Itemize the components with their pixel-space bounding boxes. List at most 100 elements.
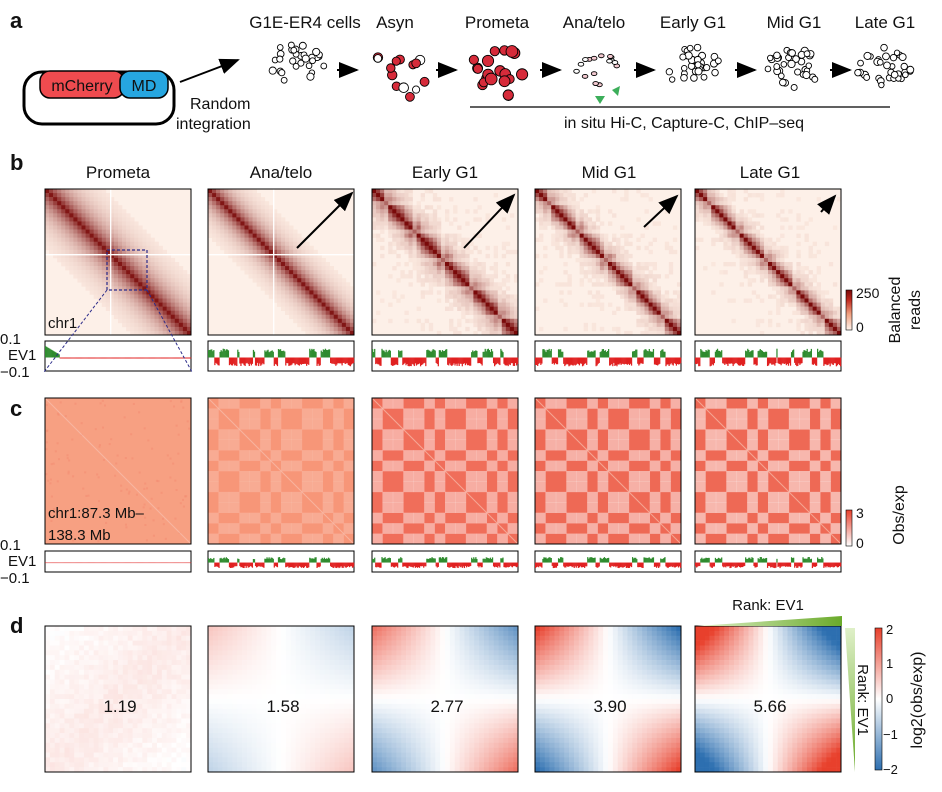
saddle-plot-early-g1 xyxy=(371,625,519,773)
panel-label-b: b xyxy=(10,150,23,175)
assay-text: in situ Hi-C, Capture-C, ChIP–seq xyxy=(564,115,804,132)
cell xyxy=(878,81,885,89)
cluster-mid-g1 xyxy=(764,46,819,91)
cell xyxy=(764,65,772,73)
cell xyxy=(484,72,498,86)
cell xyxy=(780,61,788,68)
cluster-anatelo xyxy=(573,53,620,88)
saddle-strength-mid-g1: 3.90 xyxy=(593,697,626,716)
cell xyxy=(468,54,479,65)
obsexp-map-early-g1 xyxy=(371,397,519,545)
cluster-late-g1 xyxy=(854,43,915,89)
cell xyxy=(714,57,722,65)
cell xyxy=(863,73,871,81)
panel-b-heatmaps xyxy=(44,188,842,372)
colorbar-d xyxy=(874,627,883,771)
trend-arrow-late-g1 xyxy=(817,194,837,215)
cell xyxy=(690,74,698,82)
ev1-track-c-prometa xyxy=(44,550,192,573)
cell xyxy=(890,70,899,79)
panel-label-c: c xyxy=(10,396,22,421)
colorbar-d-label: log2(obs/exp) xyxy=(909,652,926,749)
saddle-plot-mid-g1 xyxy=(534,625,682,773)
panel-c-region-label-1: chr1:87.3 Mb– xyxy=(48,505,145,522)
col-title-anatelo: Ana/telo xyxy=(250,163,312,182)
cell xyxy=(573,68,580,74)
saddle-strength-late-g1: 5.66 xyxy=(753,697,786,716)
cell xyxy=(790,83,798,91)
cell xyxy=(312,47,321,56)
cell xyxy=(411,58,421,69)
stage-label-g1e: G1E-ER4 cells xyxy=(249,13,360,32)
panel-c-region-label-2: 138.3 Mb xyxy=(48,527,111,544)
cell xyxy=(505,45,519,58)
obsexp-map-prometa xyxy=(44,397,192,545)
cell xyxy=(268,66,277,75)
colorbar-b-label-2: reads xyxy=(907,290,924,330)
rank-side-wedge xyxy=(845,628,855,772)
colorbar-b-min: 0 xyxy=(856,319,864,335)
panel-b-ev-bottom: −0.1 xyxy=(0,364,30,381)
cell xyxy=(391,56,401,66)
cell xyxy=(703,64,711,72)
trend-arrow-early-g1 xyxy=(463,193,516,249)
colorbar-b xyxy=(845,289,853,331)
cell xyxy=(320,62,328,70)
cell xyxy=(278,69,286,77)
colorbar-d-tick-m1: −1 xyxy=(883,727,898,742)
cell xyxy=(889,53,898,62)
cluster-g1e xyxy=(268,41,328,84)
cell xyxy=(489,46,500,57)
colorbar-c-label: Obs/exp xyxy=(891,485,908,545)
cell xyxy=(276,55,284,63)
stage-label-prometa: Prometa xyxy=(465,13,530,32)
cell xyxy=(292,63,300,70)
stage-label-late-g1: Late G1 xyxy=(855,13,916,32)
cell xyxy=(289,57,297,65)
cell xyxy=(857,59,864,67)
cell xyxy=(398,82,409,93)
cell xyxy=(301,54,310,63)
cell xyxy=(590,71,598,77)
colorbar-c-max: 3 xyxy=(856,505,864,521)
cell xyxy=(582,57,589,62)
cell xyxy=(590,55,598,61)
cell xyxy=(863,51,872,60)
colorbar-c-min: 0 xyxy=(856,535,864,551)
cell xyxy=(893,49,901,56)
colorbar-c xyxy=(845,509,853,547)
hic-map-late-g1 xyxy=(694,188,842,336)
cell-clusters xyxy=(268,41,915,104)
cell xyxy=(876,58,884,66)
ev1-track-c-anatelo xyxy=(207,550,355,573)
cell xyxy=(779,78,787,87)
cell xyxy=(767,54,774,62)
ev1-track-c-late-g1 xyxy=(694,550,842,573)
cell xyxy=(290,46,298,54)
panel-c-ev-top: 0.1 xyxy=(0,537,21,554)
cell xyxy=(305,62,313,70)
cell xyxy=(902,71,909,79)
cell xyxy=(900,62,908,71)
saddle-plot-late-g1 xyxy=(694,625,842,773)
hic-map-early-g1 xyxy=(371,188,519,336)
cell xyxy=(898,53,907,62)
cell xyxy=(773,51,781,60)
rank-top-wedge xyxy=(697,616,842,626)
cell xyxy=(598,53,605,59)
col-title-late-g1: Late G1 xyxy=(740,163,801,182)
cell xyxy=(679,53,687,61)
cell xyxy=(693,43,702,52)
cell xyxy=(680,65,688,72)
colorbar-d-tick-2: 2 xyxy=(886,622,893,637)
cell xyxy=(794,68,802,76)
ev1-track-b-early-g1 xyxy=(371,340,519,372)
ev1-track-b-prometa xyxy=(44,340,192,372)
panel-b-ev-label: EV1 xyxy=(8,347,36,364)
trend-arrow-mid-g1 xyxy=(643,194,679,228)
cell xyxy=(700,73,708,81)
cell xyxy=(854,68,862,77)
ev1-track-b-mid-g1 xyxy=(534,340,682,372)
cell xyxy=(498,75,511,88)
